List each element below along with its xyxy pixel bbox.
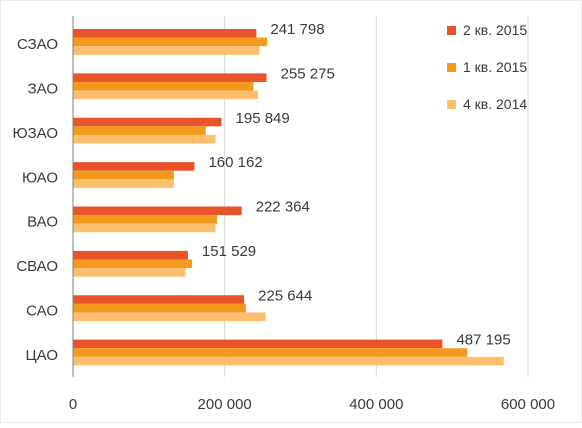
bar-2-6 [73, 259, 193, 269]
data-label: 255 275 [281, 65, 335, 82]
legend-swatch-2 [447, 63, 456, 72]
bar-2-8 [73, 348, 468, 357]
bar-3-6 [73, 268, 186, 277]
bar-1-3 [73, 117, 222, 127]
bar-3-3 [73, 134, 216, 144]
category-label: ЮЗАО [12, 125, 58, 142]
bar-2-5 [73, 215, 218, 224]
bar-3-4 [73, 179, 174, 188]
bar-3-2 [73, 90, 259, 100]
x-tick-label: 600 000 [501, 396, 555, 413]
bar-2-2 [73, 81, 254, 91]
data-label: 225 644 [258, 287, 312, 304]
bar-3-8 [73, 356, 504, 366]
data-label: 241 798 [270, 21, 324, 38]
bar-2-3 [73, 126, 206, 135]
bar-1-1 [73, 29, 257, 38]
bars [73, 29, 504, 366]
legend-label-3: 4 кв. 2014 [463, 96, 527, 112]
bar-1-6 [73, 250, 188, 260]
bar-2-4 [73, 170, 174, 180]
data-label: 487 195 [456, 332, 510, 349]
bar-1-2 [73, 73, 267, 82]
bar-3-1 [73, 46, 260, 55]
bar-1-5 [73, 206, 242, 216]
category-label: САО [26, 302, 58, 319]
bar-1-7 [73, 295, 245, 304]
data-label: 151 529 [202, 243, 256, 260]
x-tick-label: 400 000 [349, 396, 403, 413]
bar-1-4 [73, 162, 195, 171]
legend-swatch-1 [447, 26, 456, 35]
bar-3-5 [73, 223, 216, 233]
bar-2-1 [73, 37, 268, 47]
x-tick-label: 0 [69, 396, 77, 413]
bar-2-7 [73, 303, 246, 313]
x-tick-label: 200 000 [198, 396, 252, 413]
legend-swatch-3 [447, 100, 456, 109]
category-label: ВАО [27, 214, 58, 231]
legend-label-1: 2 кв. 2015 [463, 22, 527, 38]
bar-1-8 [73, 339, 443, 349]
legend-label-2: 1 кв. 2015 [463, 59, 527, 75]
category-label: ЦАО [26, 347, 58, 364]
data-label: 222 364 [256, 199, 310, 216]
legend: 2 кв. 2015 1 кв. 2015 4 кв. 2014 [447, 22, 527, 112]
category-label: ЗАО [28, 81, 58, 98]
category-label: СЗАО [17, 36, 58, 53]
data-label: 195 849 [236, 110, 290, 127]
bar-3-7 [73, 312, 266, 322]
labels: СЗАО 241 798 ЗАО 255 275 ЮЗАО 195 849 ЮАО 160 1… [12, 21, 555, 413]
category-label: СВАО [16, 258, 58, 275]
data-label: 160 162 [208, 154, 262, 171]
category-label: ЮАО [22, 169, 58, 186]
